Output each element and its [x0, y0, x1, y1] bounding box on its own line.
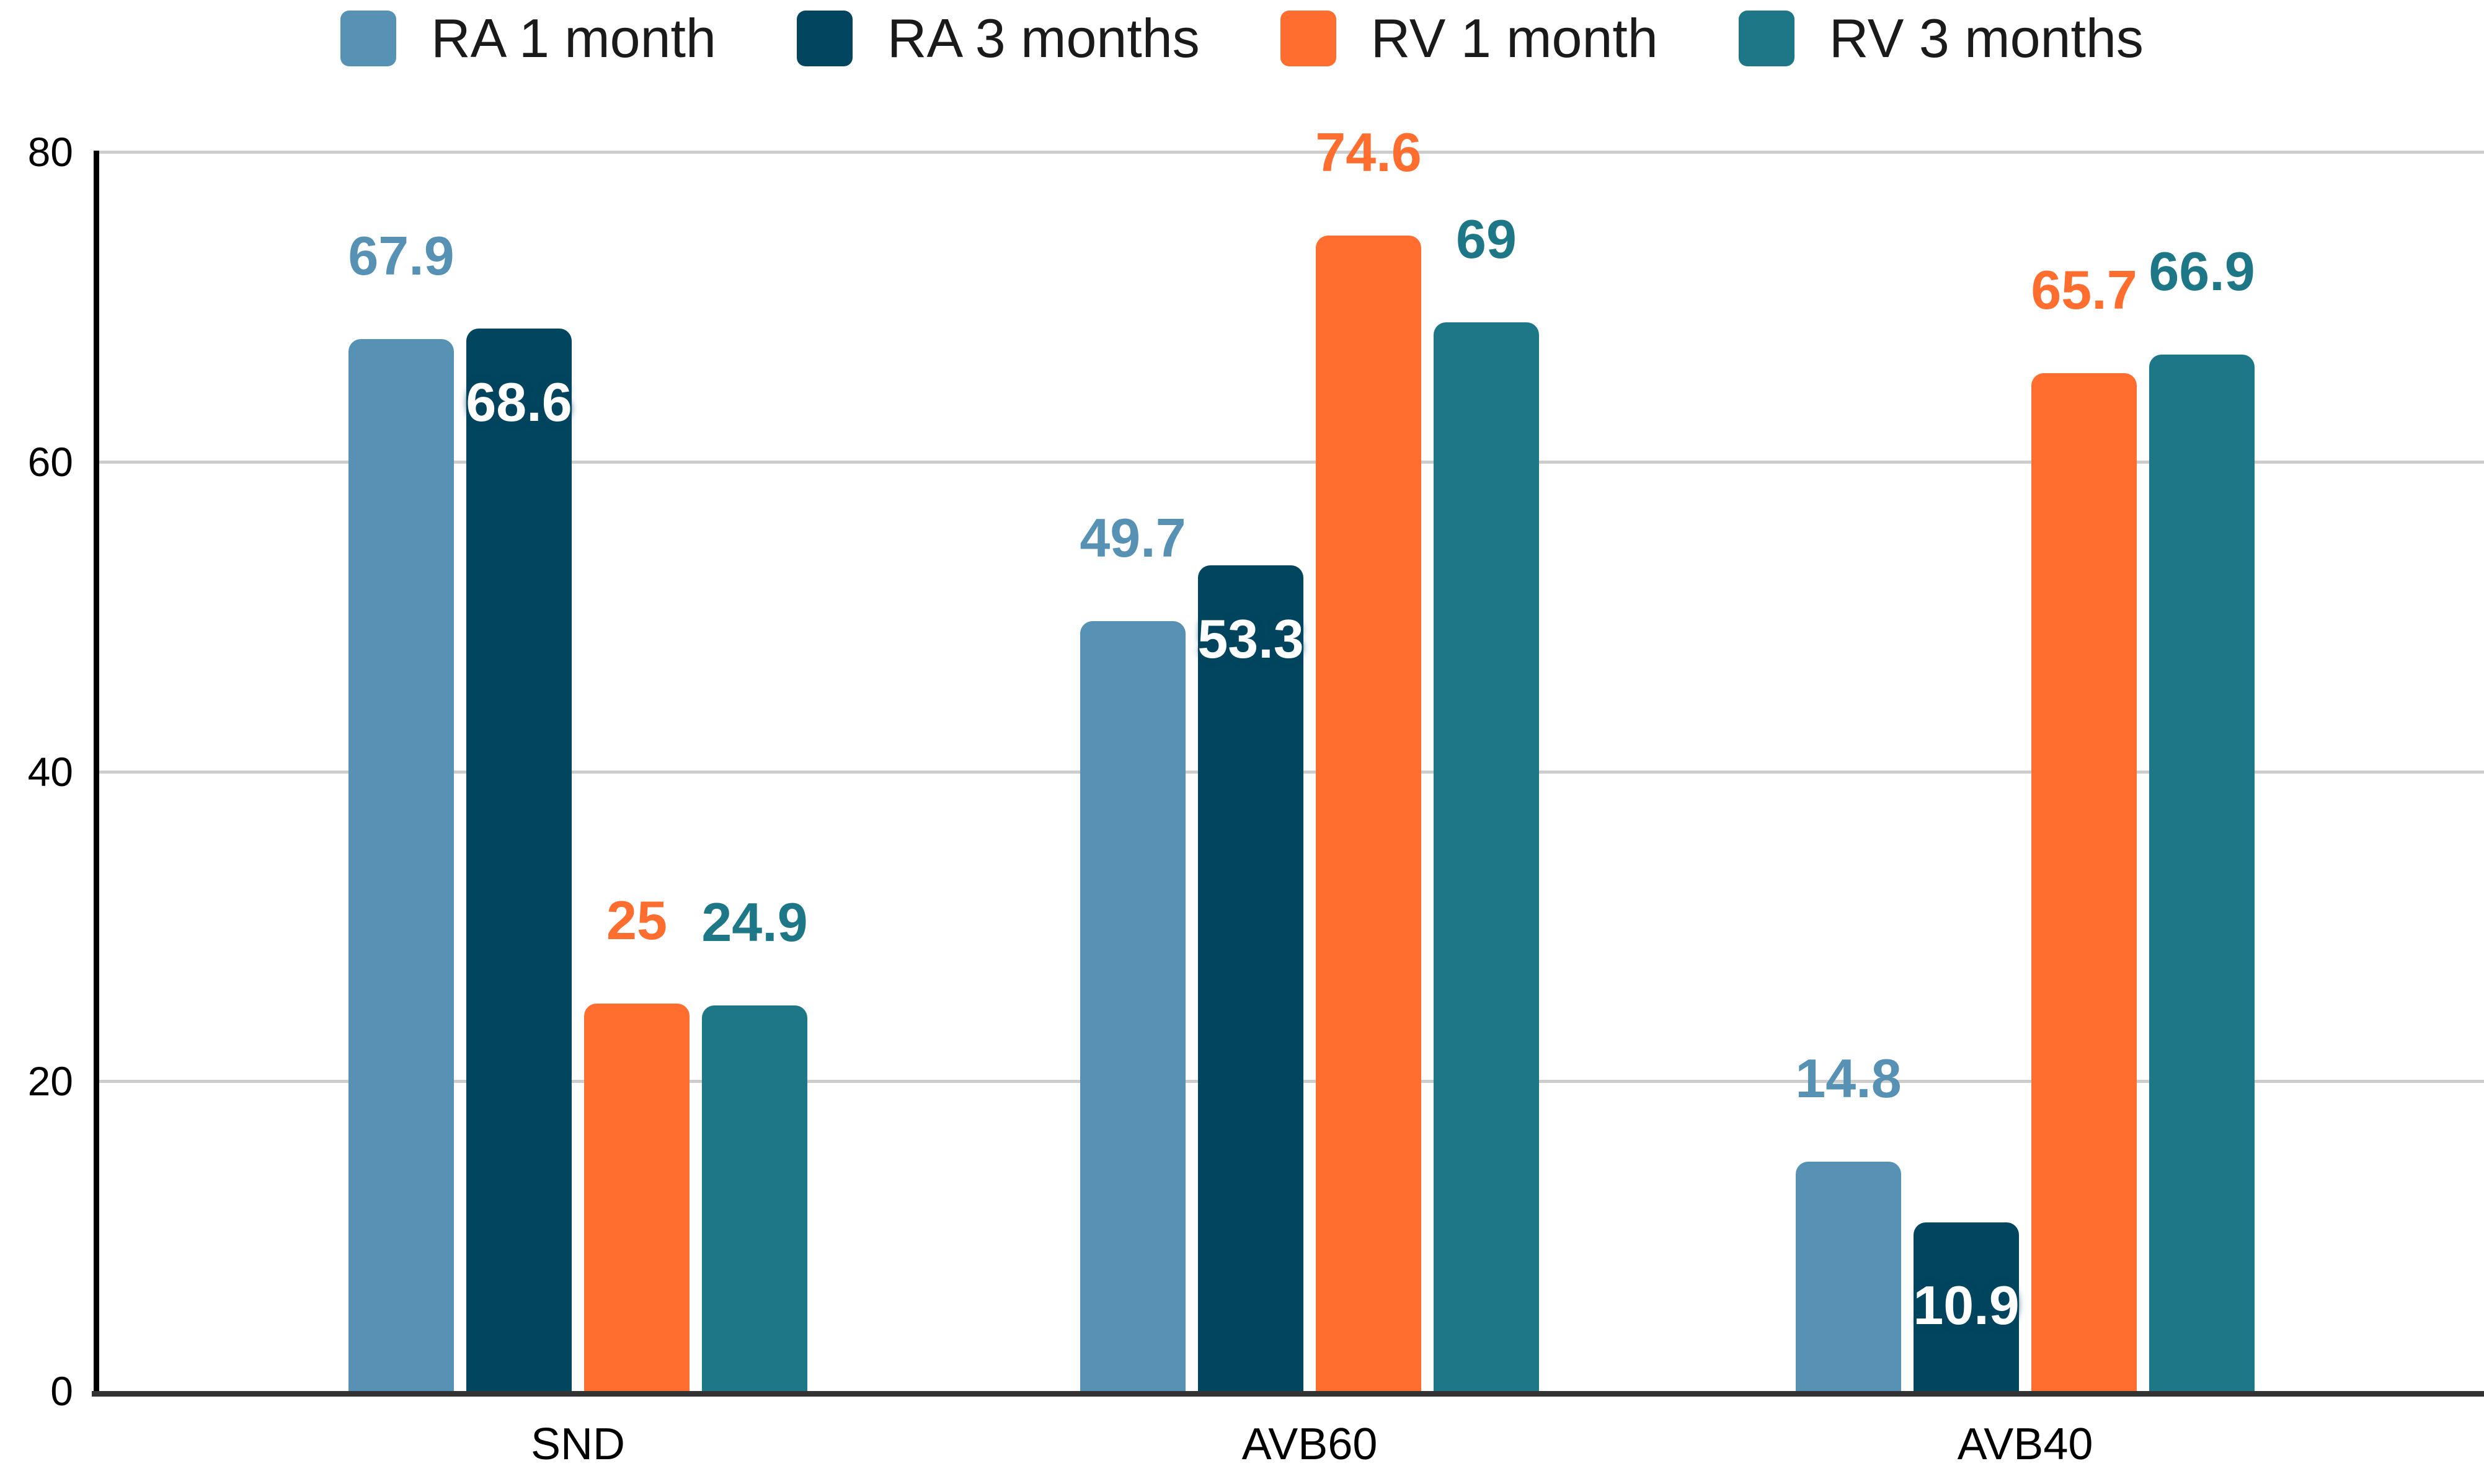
data-label: 67.9	[348, 225, 455, 287]
x-axis-label-snd: SND	[530, 1420, 626, 1469]
legend-label: RA 1 month	[431, 7, 716, 69]
bar-rv-3-months-avb40[interactable]	[2149, 355, 2255, 1391]
chart-legend: RA 1 month RA 3 months RV 1 month RV 3 mont…	[0, 9, 2484, 68]
data-label: 66.9	[2149, 241, 2255, 303]
x-axis-line	[92, 1391, 2484, 1397]
legend-item-ra-1-month[interactable]: RA 1 month	[340, 9, 716, 68]
bar-ra-1-month-snd[interactable]	[348, 339, 454, 1391]
legend-item-ra-3-months[interactable]: RA 3 months	[796, 7, 1200, 69]
data-label: 69	[1456, 208, 1517, 270]
y-axis-line	[94, 151, 99, 1396]
y-axis-tick-label: 40	[27, 748, 73, 795]
legend-item-rv-1-month[interactable]: RV 1 month	[1280, 9, 1658, 68]
bar-ra-1-month-avb60[interactable]	[1080, 621, 1186, 1391]
data-label: 24.9	[701, 891, 808, 953]
bar-ra-1-month-avb40[interactable]	[1796, 1162, 1901, 1391]
data-label: 53.3	[1197, 608, 1304, 670]
bar-rv-1-month-snd[interactable]	[584, 1004, 690, 1391]
bar-rv-3-months-avb60[interactable]	[1434, 322, 1539, 1391]
data-label: 25	[606, 890, 667, 952]
gridline	[99, 460, 2484, 464]
legend-swatch-icon	[1280, 11, 1336, 66]
y-axis-tick-label: 60	[27, 438, 73, 485]
legend-label: RA 3 months	[887, 7, 1200, 69]
bar-rv-3-months-snd[interactable]	[702, 1005, 807, 1391]
data-label: 10.9	[1913, 1274, 2020, 1336]
data-label: 68.6	[466, 371, 572, 433]
legend-label: RV 3 months	[1829, 7, 2144, 69]
legend-label: RV 1 month	[1370, 7, 1658, 69]
data-label: 74.6	[1315, 121, 1422, 183]
y-axis-tick-label: 20	[27, 1058, 73, 1105]
gridline	[99, 151, 2484, 154]
x-axis-label-avb40: AVB40	[1957, 1420, 2093, 1469]
y-axis-tick-label: 0	[50, 1368, 73, 1414]
legend-item-rv-3-months[interactable]: RV 3 months	[1738, 7, 2144, 69]
legend-swatch-icon	[1738, 11, 1794, 66]
bar-rv-1-month-avb40[interactable]	[2031, 373, 2137, 1391]
bar-ra-3-months-snd[interactable]	[466, 328, 572, 1391]
bar-ra-3-months-avb40[interactable]	[1914, 1222, 2019, 1391]
bar-ra-3-months-avb60[interactable]	[1198, 565, 1303, 1391]
data-label: 14.8	[1795, 1048, 1902, 1110]
bar-rv-1-month-avb60[interactable]	[1316, 235, 1421, 1391]
y-axis-tick-label: 80	[27, 129, 73, 175]
legend-swatch-icon	[340, 11, 397, 66]
legend-swatch-icon	[796, 11, 853, 66]
x-axis-label-avb60: AVB60	[1241, 1420, 1378, 1469]
data-label: 65.7	[2031, 259, 2137, 321]
data-label: 49.7	[1080, 507, 1186, 569]
